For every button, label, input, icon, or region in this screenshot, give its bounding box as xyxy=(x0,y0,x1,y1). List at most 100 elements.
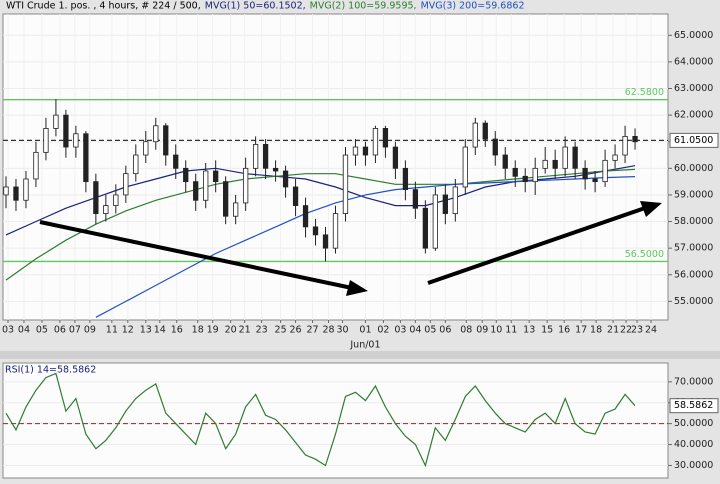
candle-body xyxy=(322,234,329,249)
x-tick-label: 07 xyxy=(69,325,81,336)
moving-average xyxy=(5,165,636,236)
x-tick-label: 16 xyxy=(558,325,570,336)
level-label: 62.5800 xyxy=(625,87,664,98)
candle-body xyxy=(242,167,249,204)
candle-body xyxy=(452,186,458,214)
arrow-up xyxy=(427,206,646,285)
candle-body xyxy=(262,143,269,169)
x-tick-label: 03 xyxy=(2,325,14,336)
candle-body xyxy=(292,186,299,206)
x-tick-label: 27 xyxy=(306,325,318,336)
candle-body xyxy=(622,135,628,156)
candle-body xyxy=(193,181,199,201)
x-tick-label: 14 xyxy=(154,325,166,336)
x-tick-label: 18 xyxy=(590,325,602,336)
candle-body xyxy=(412,189,419,209)
header-text: MVG(1) 50=60.1502, xyxy=(205,1,306,12)
header-text: WTI Crude 1. pos. , 4 hours, # 224 / 500… xyxy=(6,1,201,12)
candle-body xyxy=(113,194,119,206)
candle-body xyxy=(632,135,638,143)
x-tick-label: 19 xyxy=(207,325,219,336)
value-label: 58.5862 xyxy=(674,400,713,411)
x-tick-label: 04 xyxy=(18,325,30,336)
x-tick-label: 11 xyxy=(106,325,118,336)
y-tick-label: 60.0000 xyxy=(674,163,713,174)
price-box xyxy=(669,132,719,148)
candle-body xyxy=(382,128,389,148)
candle-body xyxy=(3,186,9,196)
candle-body xyxy=(73,133,79,148)
candle-body xyxy=(103,205,109,214)
x-tick-label: 17 xyxy=(575,325,587,336)
x-tick-label: 03 xyxy=(394,325,406,336)
candle-body xyxy=(522,175,528,183)
x-tick-label: 16 xyxy=(171,325,183,336)
candle-body xyxy=(542,159,548,169)
candle-body xyxy=(592,178,598,183)
x-tick-label: 26 xyxy=(290,325,302,336)
candle-body xyxy=(422,207,429,249)
x-tick-label: 28 xyxy=(322,325,334,336)
candle-body xyxy=(492,138,498,156)
candle-body xyxy=(23,178,29,201)
candle-body xyxy=(183,167,189,183)
candle-body xyxy=(392,146,399,169)
x-tick-label: 20 xyxy=(225,325,237,336)
x-tick-label: 21 xyxy=(239,325,251,336)
value-box xyxy=(669,398,719,414)
candle-body xyxy=(532,167,538,183)
candle-body xyxy=(213,170,219,183)
candle-body xyxy=(13,186,19,201)
x-tick-label: 05 xyxy=(36,325,48,336)
x-tick-label: 12 xyxy=(122,325,134,336)
y-tick-label: 55.0000 xyxy=(674,296,713,307)
arrowhead xyxy=(346,280,368,296)
candle-body xyxy=(272,167,279,172)
candle-body xyxy=(342,154,349,214)
candle-body xyxy=(402,167,409,191)
candle-body xyxy=(153,125,159,143)
rsi-line xyxy=(5,372,636,468)
candle-body xyxy=(133,154,139,175)
price-panel xyxy=(2,13,669,321)
plot-layer: 55.0000 56.0000 57.0000 58.0000 59.0000 60.00… xyxy=(2,1,719,471)
candle-body xyxy=(512,167,518,177)
candle-body xyxy=(442,194,448,214)
y-tick-label: 65.0000 xyxy=(674,30,713,41)
y-tick-label: 62.0000 xyxy=(674,110,713,121)
x-tick-label: 06 xyxy=(54,325,66,336)
candle-body xyxy=(282,170,289,188)
x-tick-label: 05 xyxy=(424,325,436,336)
moving-average xyxy=(5,168,636,281)
x-tick-label: 21 xyxy=(607,325,619,336)
x-tick-label: 15 xyxy=(541,325,553,336)
trend-arrows xyxy=(39,201,662,296)
price-label: 61.0500 xyxy=(674,135,713,146)
candle-body xyxy=(572,146,578,169)
x-tick-label: 01 xyxy=(359,325,371,336)
rsi-panel xyxy=(2,362,669,479)
candle-body xyxy=(432,194,438,249)
arrow-down xyxy=(39,220,353,290)
x-tick-label: 10 xyxy=(490,325,502,336)
y-tick-label: 70.0000 xyxy=(674,376,713,387)
x-tick-label: 08 xyxy=(460,325,472,336)
candle-body xyxy=(233,202,239,217)
y-tick-label: 50.0000 xyxy=(674,418,713,429)
candle-body xyxy=(203,170,209,201)
header-text: MVG(3) 200=59.6862 xyxy=(421,1,525,12)
y-tick-label: 56.0000 xyxy=(674,269,713,280)
candle-body xyxy=(502,154,508,169)
arrowhead xyxy=(640,201,662,217)
x-tick-label: 13 xyxy=(140,325,152,336)
x-tick-label: 22 xyxy=(620,325,632,336)
candle-body xyxy=(372,128,379,156)
x-tick-label: 18 xyxy=(192,325,204,336)
x-tick-label: 23 xyxy=(631,325,643,336)
y-tick-label: 30.0000 xyxy=(674,460,713,471)
candle-body xyxy=(312,226,319,236)
candle-body xyxy=(482,122,488,140)
candle-body xyxy=(223,181,229,217)
candle-body xyxy=(173,154,179,169)
